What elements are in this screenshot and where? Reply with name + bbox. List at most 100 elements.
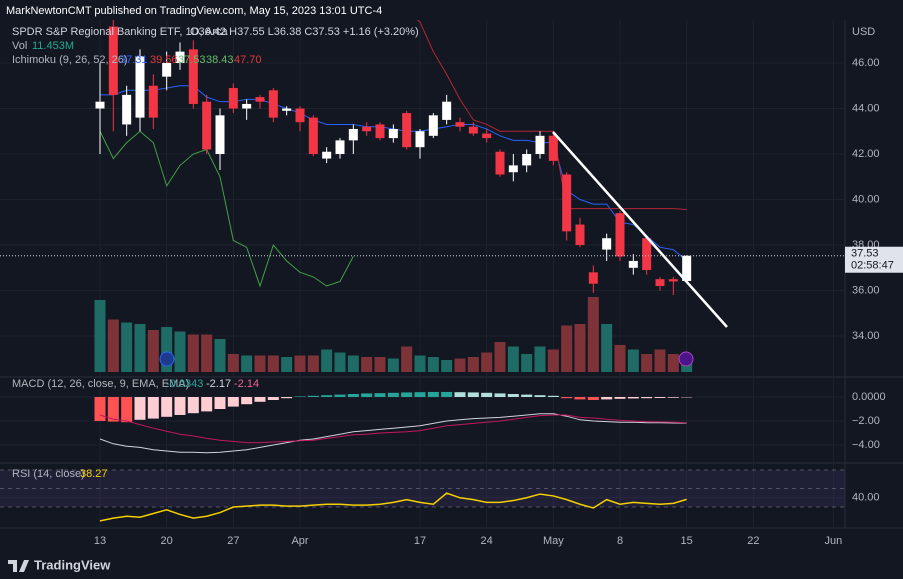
macd-histogram xyxy=(467,392,479,397)
candle-body xyxy=(402,113,412,148)
candle-body xyxy=(95,101,105,109)
volume-bar xyxy=(254,355,266,372)
volume-bar xyxy=(614,345,626,372)
volume-value: 11.453M xyxy=(32,40,74,52)
macd-histogram xyxy=(347,394,359,397)
macd-histogram xyxy=(534,395,546,397)
macd-histogram xyxy=(174,397,186,415)
x-tick-label: 22 xyxy=(747,535,759,547)
x-tick-label: 15 xyxy=(681,535,693,547)
macd-histogram xyxy=(321,395,333,397)
volume-bar xyxy=(347,355,359,372)
dividend-icon xyxy=(159,351,175,367)
volume-bar xyxy=(654,349,666,372)
y-tick-label: 34.00 xyxy=(852,330,880,342)
macd-line xyxy=(99,413,687,454)
candle-body xyxy=(215,115,225,155)
y-tick-label: −2.00 xyxy=(852,415,880,427)
candle-body xyxy=(415,131,425,148)
macd-histogram xyxy=(361,393,373,397)
ohlc-legend: O36.42 H37.55 L36.38 C37.53 +1.16 (+3.20… xyxy=(190,26,419,38)
volume-bar xyxy=(321,349,333,372)
candle-body xyxy=(108,26,118,95)
macd-histogram xyxy=(667,397,679,398)
candle-body xyxy=(375,124,385,139)
x-tick-label: 13 xyxy=(94,535,106,547)
candle-body xyxy=(535,135,545,155)
x-tick-label: 24 xyxy=(481,535,493,547)
volume-bar xyxy=(641,354,653,372)
volume-label: Vol xyxy=(12,40,27,52)
candle-body xyxy=(295,108,305,123)
macd-value: -2.17 xyxy=(206,378,231,390)
macd-histogram xyxy=(387,392,399,397)
indicator-panels: 34.0036.0038.0040.0042.0044.0046.00USD13… xyxy=(0,26,903,547)
macd-histogram xyxy=(441,391,453,397)
macd-histogram xyxy=(587,397,599,400)
publisher: MarkNewtonCMT published on TradingView.c… xyxy=(6,5,382,17)
volume-bar xyxy=(201,334,213,372)
macd-histogram xyxy=(161,397,173,417)
volume-bar xyxy=(601,324,613,372)
volume-bar xyxy=(441,360,453,372)
ichimoku-value: 38.43 xyxy=(206,54,234,66)
y-tick-label: 36.00 xyxy=(852,284,880,296)
y-tick-label: 46.00 xyxy=(852,57,880,69)
candle-body xyxy=(682,255,692,281)
macd-histogram xyxy=(521,394,533,397)
event-icon xyxy=(678,351,694,367)
macd-histogram xyxy=(494,393,506,397)
volume-bar xyxy=(281,357,293,372)
volume-bar xyxy=(467,357,479,372)
candle-body xyxy=(548,135,558,161)
footer xyxy=(0,553,903,579)
volume-bar xyxy=(187,334,199,372)
candle-body xyxy=(562,174,572,232)
volume-bar xyxy=(214,339,226,372)
candle-body xyxy=(482,133,492,139)
volume-bar xyxy=(134,324,146,372)
volume-bar xyxy=(547,349,559,372)
candle-body xyxy=(228,88,238,109)
ichimoku-value: 47.70 xyxy=(234,54,262,66)
rsi-label: RSI (14, close) xyxy=(12,468,85,480)
volume-bar xyxy=(427,357,439,372)
x-tick-label: 20 xyxy=(161,535,173,547)
macd-histogram xyxy=(574,397,586,400)
indicator-label: Ichimoku (9, 26, 52, 26) xyxy=(12,54,128,66)
volume-bar xyxy=(454,358,466,372)
macd-histogram xyxy=(614,397,626,399)
main-panel xyxy=(0,20,845,372)
currency: USD xyxy=(852,26,875,38)
macd-histogram xyxy=(414,392,426,397)
volume-bar xyxy=(521,354,533,372)
volume-bar xyxy=(334,352,346,372)
macd-histogram xyxy=(561,397,573,399)
volume-bar xyxy=(507,346,519,372)
rsi-value: 38.27 xyxy=(80,468,108,480)
macd-label: MACD (12, 26, close, 9, EMA, EMA) xyxy=(12,378,189,390)
y-tick-label: 40.00 xyxy=(852,193,880,205)
candle-body xyxy=(255,97,265,102)
macd-histogram xyxy=(627,397,639,399)
price-tag-value: 37.53 xyxy=(851,248,879,260)
y-tick-label: 0.0000 xyxy=(852,391,886,403)
candle-body xyxy=(135,56,145,118)
candle-body xyxy=(615,213,625,257)
x-tick-label: May xyxy=(543,535,564,547)
macd-histogram xyxy=(201,397,213,412)
ichimoku-line xyxy=(416,20,687,211)
macd-histogram xyxy=(374,393,386,397)
macd-line xyxy=(99,414,687,444)
candle-body xyxy=(362,126,372,132)
volume-bar xyxy=(147,330,159,372)
x-tick-label: Apr xyxy=(291,535,308,547)
macd-histogram xyxy=(641,397,653,399)
macd-histogram xyxy=(481,392,493,397)
candle-body xyxy=(508,165,518,173)
macd-histogram xyxy=(227,397,239,407)
candle-body xyxy=(148,85,158,118)
macd-histogram xyxy=(547,395,559,397)
